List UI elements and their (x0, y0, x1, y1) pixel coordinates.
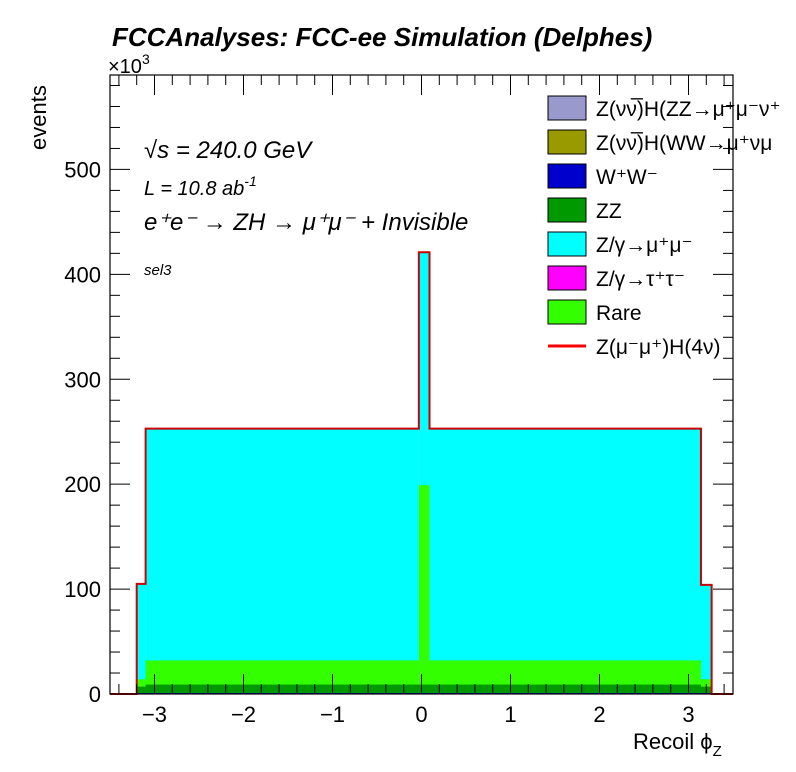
x-tick-label: −1 (320, 702, 345, 727)
x-axis-label: Recoil ϕZ (633, 729, 722, 760)
x-tick-label: −2 (231, 702, 256, 727)
selection-annotation: sel3 (144, 262, 172, 279)
chart-title: FCCAnalyses: FCC-ee Simulation (Delphes) (112, 22, 652, 52)
y-tick-label: 0 (89, 682, 101, 707)
legend-label: Z/γ→μ⁺μ⁻ (596, 234, 693, 257)
bar-ZZ-0 (136, 686, 146, 694)
legend-label: Z(νν̅)H(ZZ→μ⁺μ⁻ν⁺ (596, 98, 781, 121)
y-tick-label: 100 (64, 577, 101, 602)
x-tick-label: 3 (682, 702, 694, 727)
bar-ZZ-1 (145, 684, 701, 694)
legend-swatch (547, 231, 587, 257)
legend-label: Z(νν̅)H(WW→μ⁺νμ (596, 132, 772, 155)
legend-label: Rare (596, 302, 642, 325)
legend-label: ZZ (596, 200, 622, 223)
legend-swatch (547, 299, 587, 325)
legend-swatch (547, 265, 587, 291)
bar-Z-0 (136, 583, 146, 694)
annotation-group: √s = 240.0 GeV L = 10.8 ab-1 e⁺e⁻ → ZH →… (144, 137, 468, 279)
x-tick-label: −3 (142, 702, 167, 727)
stacked-histogram (136, 252, 712, 695)
legend-swatch (547, 197, 587, 223)
bar-Z-1 (145, 428, 419, 694)
x-tick-label: 1 (504, 702, 516, 727)
signal-line-group (110, 251, 733, 695)
y-tick-label: 400 (64, 262, 101, 287)
legend-swatch (547, 163, 587, 189)
y-tick-label: 300 (64, 367, 101, 392)
x-tick-label: 2 (593, 702, 605, 727)
legend: Z(νν̅)H(ZZ→μ⁺μ⁻ν⁺ Z(νν̅)H(WW→μ⁺νμ W⁺W⁻ ZZ Z/… (547, 95, 781, 359)
bar-Rare-2 (418, 485, 430, 694)
signal-line (110, 251, 733, 695)
y-tick-label: 500 (64, 157, 101, 182)
legend-label: W⁺W⁻ (596, 166, 658, 189)
sqrt-s-annotation: √s = 240.0 GeV (144, 137, 313, 164)
bar-Z-2 (418, 252, 430, 695)
bar-Z-3 (429, 428, 701, 694)
plot-frame (109, 74, 734, 695)
y-axis-label: events (26, 85, 51, 150)
legend-label: Z(μ⁻μ⁺)H(4ν) (596, 336, 721, 359)
y-tick-label: 200 (64, 472, 101, 497)
legend-swatch (547, 129, 587, 155)
bar-Z-4 (700, 584, 712, 694)
legend-label: Z/γ→τ⁺τ⁻ (596, 268, 685, 291)
x-tick-labels: −3 −2 −1 0 1 2 3 (142, 702, 695, 727)
x-tick-label: 0 (415, 702, 427, 727)
luminosity-annotation: L = 10.8 ab-1 (144, 173, 257, 200)
y-tick-labels: 0 100 200 300 400 500 (64, 157, 101, 707)
y-exponent: ×103 (108, 51, 150, 78)
legend-swatch (547, 95, 587, 121)
process-annotation: e⁺e⁻ → ZH → μ⁺μ⁻ + Invisible (144, 209, 468, 236)
